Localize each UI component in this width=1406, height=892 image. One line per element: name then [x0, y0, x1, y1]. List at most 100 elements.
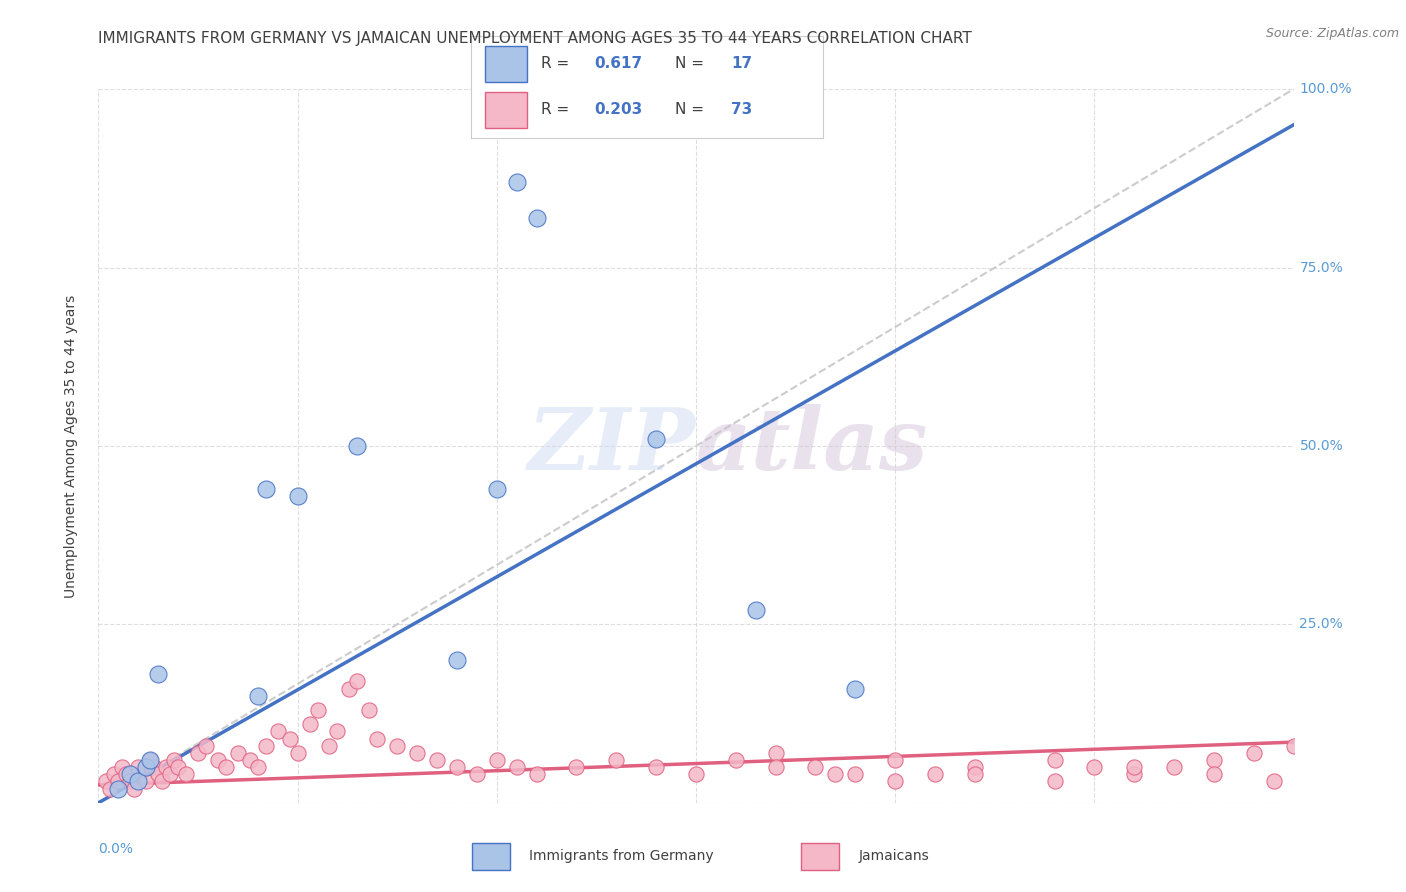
Point — [685, 767, 707, 781]
Text: N =: N = — [675, 56, 709, 70]
FancyBboxPatch shape — [485, 92, 527, 128]
Point — [143, 760, 166, 774]
Point — [278, 731, 301, 746]
Point — [506, 760, 529, 774]
Point — [446, 653, 468, 667]
Point — [135, 774, 157, 789]
Point — [98, 781, 122, 796]
Point — [804, 760, 827, 774]
Point — [254, 739, 277, 753]
Point — [150, 774, 173, 789]
Point — [1123, 767, 1146, 781]
Point — [1123, 760, 1146, 774]
Point — [107, 774, 129, 789]
FancyBboxPatch shape — [485, 46, 527, 82]
Point — [1243, 746, 1265, 760]
Point — [924, 767, 946, 781]
Point — [246, 689, 269, 703]
Point — [346, 674, 368, 689]
Point — [120, 774, 142, 789]
Point — [1202, 767, 1225, 781]
Text: 50.0%: 50.0% — [1299, 439, 1343, 453]
Point — [1282, 739, 1305, 753]
Text: R =: R = — [541, 56, 575, 70]
Point — [1263, 774, 1285, 789]
Point — [406, 746, 429, 760]
Point — [267, 724, 290, 739]
Text: 73: 73 — [731, 102, 752, 117]
Point — [103, 767, 125, 781]
Point — [339, 681, 360, 696]
Point — [645, 760, 668, 774]
Point — [96, 774, 118, 789]
Point — [526, 211, 548, 225]
Text: Immigrants from Germany: Immigrants from Germany — [530, 849, 714, 863]
Point — [485, 753, 508, 767]
Point — [139, 753, 162, 767]
Point — [844, 767, 866, 781]
Point — [194, 739, 218, 753]
Point — [163, 753, 186, 767]
Point — [174, 767, 197, 781]
Point — [127, 767, 149, 781]
Point — [127, 760, 149, 774]
Point — [446, 760, 468, 774]
Point — [565, 760, 588, 774]
Point — [963, 767, 986, 781]
Point — [366, 731, 388, 746]
Point — [307, 703, 329, 717]
Text: 25.0%: 25.0% — [1299, 617, 1343, 632]
Point — [346, 439, 368, 453]
Point — [426, 753, 449, 767]
Point — [1043, 753, 1066, 767]
Text: IMMIGRANTS FROM GERMANY VS JAMAICAN UNEMPLOYMENT AMONG AGES 35 TO 44 YEARS CORRE: IMMIGRANTS FROM GERMANY VS JAMAICAN UNEM… — [98, 31, 972, 46]
Text: 0.617: 0.617 — [595, 56, 643, 70]
Text: N =: N = — [675, 102, 709, 117]
Text: 0.203: 0.203 — [595, 102, 643, 117]
Point — [215, 760, 238, 774]
Text: Jamaicans: Jamaicans — [858, 849, 929, 863]
Text: 17: 17 — [731, 56, 752, 70]
Point — [318, 739, 340, 753]
Point — [159, 767, 181, 781]
Point — [526, 767, 548, 781]
Point — [605, 753, 627, 767]
Point — [385, 739, 409, 753]
Text: 75.0%: 75.0% — [1299, 260, 1343, 275]
Point — [1163, 760, 1185, 774]
Point — [963, 760, 986, 774]
Point — [298, 717, 321, 731]
Point — [111, 760, 134, 774]
Point — [120, 767, 142, 781]
Point — [167, 760, 190, 774]
Point — [506, 175, 529, 189]
Text: ZIP: ZIP — [529, 404, 696, 488]
Point — [127, 774, 149, 789]
Point — [326, 724, 349, 739]
Point — [745, 603, 768, 617]
Point — [148, 667, 170, 681]
Point — [765, 760, 787, 774]
Point — [148, 767, 170, 781]
Point — [485, 482, 508, 496]
Point — [139, 753, 162, 767]
Point — [239, 753, 262, 767]
Text: 100.0%: 100.0% — [1299, 82, 1353, 96]
Text: atlas: atlas — [696, 404, 928, 488]
Point — [1083, 760, 1105, 774]
FancyBboxPatch shape — [801, 843, 839, 870]
Point — [359, 703, 381, 717]
Point — [824, 767, 846, 781]
Point — [724, 753, 747, 767]
Point — [207, 753, 229, 767]
Point — [226, 746, 249, 760]
Point — [844, 681, 866, 696]
Point — [135, 760, 157, 774]
Point — [765, 746, 787, 760]
Point — [187, 746, 209, 760]
Point — [287, 489, 309, 503]
Point — [1043, 774, 1066, 789]
FancyBboxPatch shape — [472, 843, 510, 870]
Point — [115, 767, 138, 781]
Point — [124, 781, 146, 796]
